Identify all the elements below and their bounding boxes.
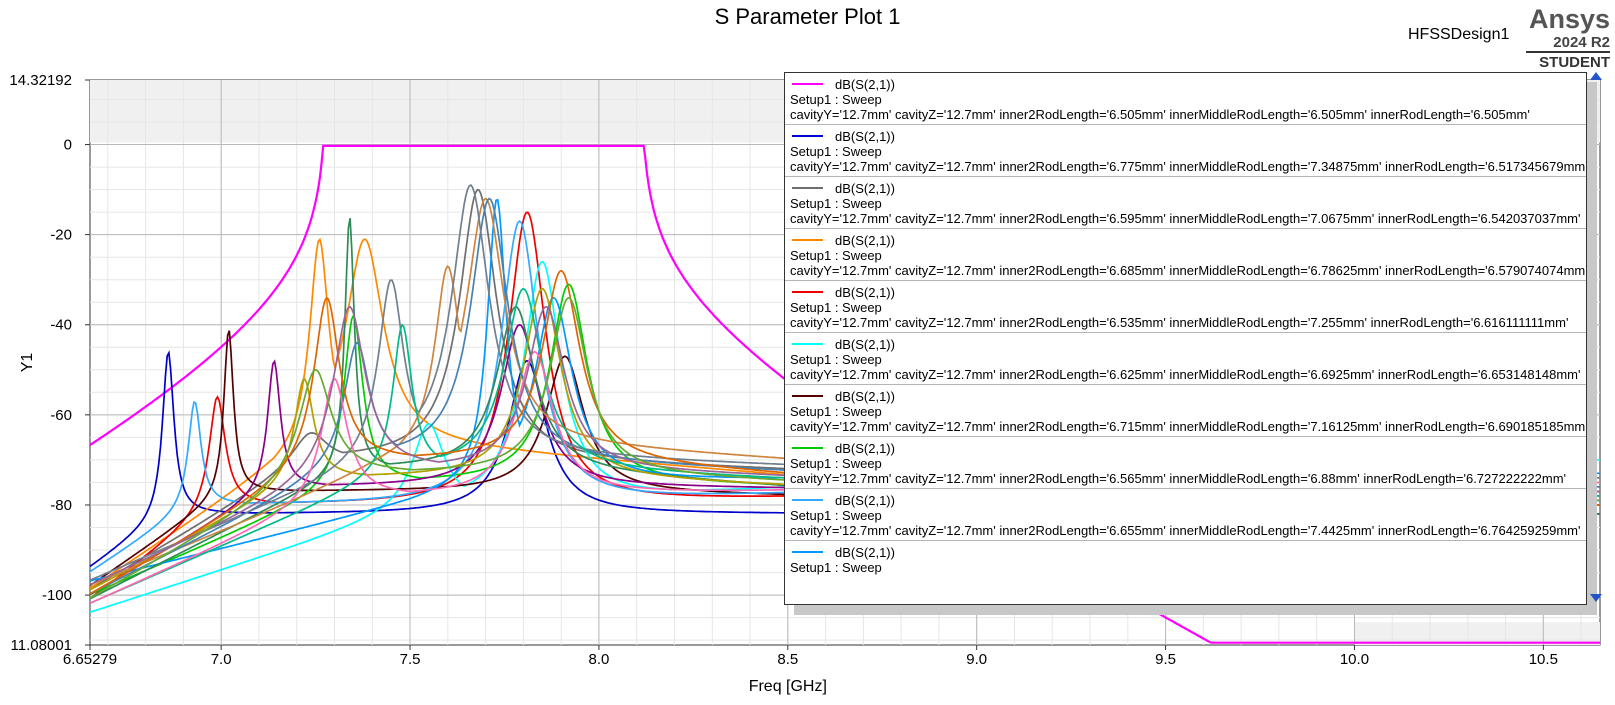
legend-item[interactable]: dB(S(2,1)) Setup1 : Sweep: [785, 541, 1586, 593]
legend-trace-name: dB(S(2,1)): [835, 389, 895, 404]
legend-setup: Setup1 : Sweep: [790, 508, 882, 523]
legend-setup: Setup1 : Sweep: [790, 196, 882, 211]
y-tick-label: -20: [50, 227, 72, 244]
legend-swatch: [792, 395, 823, 397]
ansys-logo: Ansys 2024 R2 STUDENT: [1526, 4, 1610, 73]
legend-setup: Setup1 : Sweep: [790, 560, 882, 575]
legend-params: cavityY='12.7mm' cavityZ='12.7mm' inner2…: [790, 107, 1530, 122]
legend-item-header: dB(S(2,1)): [790, 389, 1586, 404]
legend-item[interactable]: dB(S(2,1)) Setup1 : Sweep cavityY='12.7mm'…: [785, 385, 1586, 437]
legend-item[interactable]: dB(S(2,1)) Setup1 : Sweep cavityY='12.7mm'…: [785, 437, 1586, 489]
y-tick-label: -40: [50, 317, 72, 334]
legend-setup: Setup1 : Sweep: [790, 248, 882, 263]
legend-item-header: dB(S(2,1)): [790, 337, 1586, 352]
legend-params: cavityY='12.7mm' cavityZ='12.7mm' inner2…: [790, 419, 1587, 434]
legend-setup: Setup1 : Sweep: [790, 352, 882, 367]
legend-setup: Setup1 : Sweep: [790, 144, 882, 159]
legend-params: cavityY='12.7mm' cavityZ='12.7mm' inner2…: [790, 471, 1567, 486]
legend-trace-name: dB(S(2,1)): [835, 129, 895, 144]
legend-item[interactable]: dB(S(2,1)) Setup1 : Sweep cavityY='12.7mm'…: [785, 281, 1586, 333]
legend-trace-name: dB(S(2,1)): [835, 337, 895, 352]
corner-band: [1354, 622, 1600, 645]
legend-item-header: dB(S(2,1)): [790, 129, 1586, 144]
legend-scroll-down-icon[interactable]: [1590, 594, 1602, 602]
legend-params: cavityY='12.7mm' cavityZ='12.7mm' inner2…: [790, 263, 1587, 278]
legend-trace-name: dB(S(2,1)): [835, 77, 895, 92]
brand-version: 2024 R2: [1526, 34, 1610, 53]
x-tick-label: 10.5: [1529, 651, 1558, 668]
x-tick-label: 7.5: [400, 651, 421, 668]
y-tick-label: -80: [50, 497, 72, 514]
tick-labels: 6.65279 7.0 7.5 8.0 8.5 9.0 9.5 10.0 10.5 14.3219…: [9, 72, 1558, 668]
y-axis-label: Y1: [19, 353, 36, 373]
brand-name: Ansys: [1528, 4, 1610, 34]
legend-setup: Setup1 : Sweep: [790, 300, 882, 315]
legend-item-header: dB(S(2,1)): [790, 181, 1586, 196]
y-tick-label: 0: [64, 137, 72, 154]
x-tick-label: 6.65279: [63, 651, 117, 668]
legend-params: cavityY='12.7mm' cavityZ='12.7mm' inner2…: [790, 523, 1581, 538]
legend-params: cavityY='12.7mm' cavityZ='12.7mm' inner2…: [790, 315, 1569, 330]
legend-item[interactable]: dB(S(2,1)) Setup1 : Sweep cavityY='12.7mm'…: [785, 73, 1586, 125]
legend-item[interactable]: dB(S(2,1)) Setup1 : Sweep cavityY='12.7mm'…: [785, 125, 1586, 177]
legend-swatch: [792, 551, 823, 553]
x-axis-label: Freq [GHz]: [749, 678, 827, 695]
legend-swatch: [792, 291, 823, 293]
plot-title: S Parameter Plot 1: [714, 4, 901, 29]
legend-item-header: dB(S(2,1)): [790, 493, 1586, 508]
legend-swatch: [792, 135, 823, 137]
legend-item-header: dB(S(2,1)): [790, 441, 1586, 456]
legend-trace-name: dB(S(2,1)): [835, 285, 895, 300]
legend-item-header: dB(S(2,1)): [790, 545, 1586, 560]
legend-params: cavityY='12.7mm' cavityZ='12.7mm' inner2…: [790, 367, 1581, 382]
design-name: HFSSDesign1: [1408, 26, 1510, 43]
legend-panel[interactable]: dB(S(2,1)) Setup1 : Sweep cavityY='12.7mm'…: [784, 72, 1587, 605]
x-tick-label: 8.5: [777, 651, 798, 668]
legend-item[interactable]: dB(S(2,1)) Setup1 : Sweep cavityY='12.7mm'…: [785, 489, 1586, 541]
legend-item-header: dB(S(2,1)): [790, 77, 1586, 92]
legend-swatch: [792, 343, 823, 345]
legend-swatch: [792, 239, 823, 241]
brand-edition: STUDENT: [1539, 54, 1610, 71]
legend-swatch: [792, 187, 823, 189]
legend-setup: Setup1 : Sweep: [790, 404, 882, 419]
x-tick-label: 9.0: [966, 651, 987, 668]
x-tick-label: 8.0: [588, 651, 609, 668]
legend-swatch: [792, 83, 823, 85]
legend-item-header: dB(S(2,1)): [790, 233, 1586, 248]
y-tick-label: -60: [50, 407, 72, 424]
legend-trace-name: dB(S(2,1)): [835, 181, 895, 196]
x-tick-label: 10.0: [1340, 651, 1369, 668]
legend-item[interactable]: dB(S(2,1)) Setup1 : Sweep cavityY='12.7mm'…: [785, 177, 1586, 229]
legend-scroll-up-icon[interactable]: [1590, 72, 1602, 80]
legend-swatch: [792, 447, 823, 449]
legend-item[interactable]: dB(S(2,1)) Setup1 : Sweep cavityY='12.7mm'…: [785, 229, 1586, 281]
legend-setup: Setup1 : Sweep: [790, 456, 882, 471]
y-tick-label: 11.08001: [11, 637, 72, 654]
legend-params: cavityY='12.7mm' cavityZ='12.7mm' inner2…: [790, 159, 1587, 174]
legend-trace-name: dB(S(2,1)): [835, 441, 895, 456]
x-tick-label: 7.0: [211, 651, 232, 668]
legend-setup: Setup1 : Sweep: [790, 92, 882, 107]
legend-trace-name: dB(S(2,1)): [835, 493, 895, 508]
legend-item-header: dB(S(2,1)): [790, 285, 1586, 300]
legend-params: cavityY='12.7mm' cavityZ='12.7mm' inner2…: [790, 211, 1581, 226]
legend-swatch: [792, 499, 823, 501]
y-tick-label: -100: [42, 587, 72, 604]
legend-trace-name: dB(S(2,1)): [835, 233, 895, 248]
legend-item[interactable]: dB(S(2,1)) Setup1 : Sweep cavityY='12.7mm'…: [785, 333, 1586, 385]
x-tick-label: 9.5: [1155, 651, 1176, 668]
y-tick-label: 14.32192: [9, 72, 72, 89]
legend-trace-name: dB(S(2,1)): [835, 545, 895, 560]
